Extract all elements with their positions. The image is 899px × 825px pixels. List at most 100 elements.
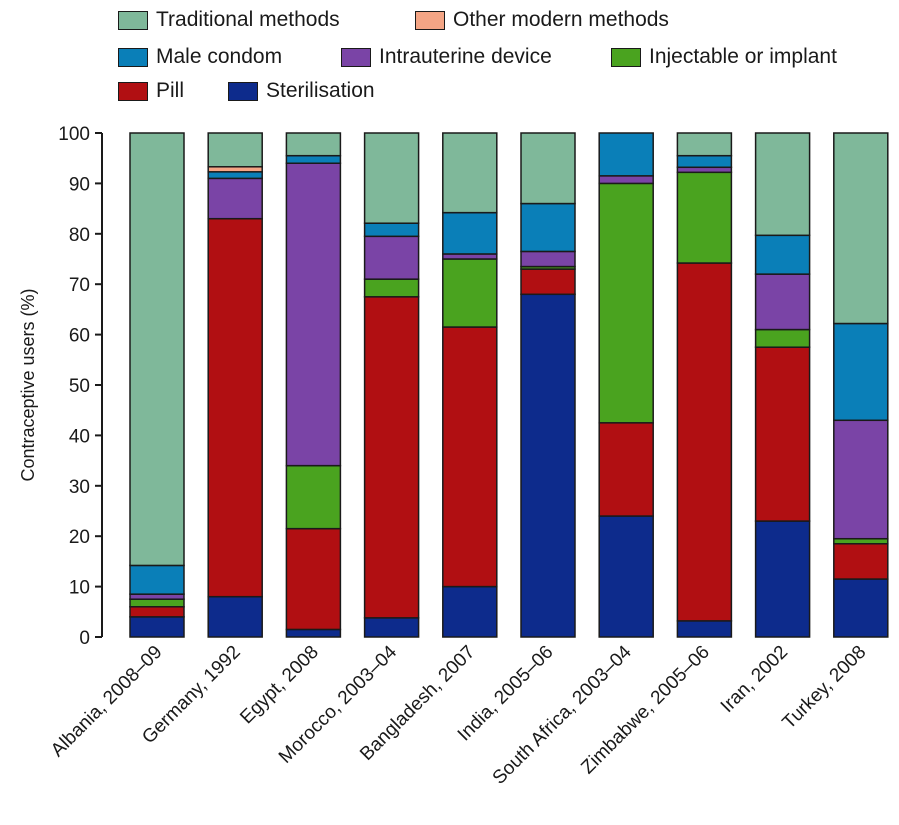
legend-label-pill: Pill	[156, 79, 185, 102]
bar-segment-traditional-7	[676, 132, 733, 157]
bar-segment-injectable-2	[285, 464, 342, 530]
y-tick-label-90: 90	[69, 174, 90, 195]
bar-segment-sterilisation-7	[676, 620, 733, 638]
bar-segment-sterilisation-4	[442, 585, 498, 638]
y-tick-label-70: 70	[69, 275, 90, 296]
legend-item-traditional: Traditional methods	[118, 8, 340, 32]
bar-segment-pill-9	[833, 543, 889, 580]
legend-item-other: Other modern methods	[415, 8, 669, 32]
bar-segment-iud-8	[754, 273, 811, 331]
bar-segment-iud-0	[129, 593, 185, 600]
bars-group	[129, 132, 889, 638]
bar-segment-pill-5	[520, 268, 576, 296]
legend-item-sterilisation: Sterilisation	[228, 79, 375, 103]
x-category-label-6: South Africa, 2003–04	[489, 641, 636, 788]
bar-segment-traditional-9	[833, 132, 889, 325]
bar-segment-injectable-7	[676, 171, 733, 264]
bar-segment-pill-2	[285, 527, 342, 631]
bar-segment-injectable-9	[833, 537, 889, 545]
bar-segment-sterilisation-6	[598, 515, 654, 638]
legend-item-pill: Pill	[118, 79, 184, 103]
bar-segment-condom-7	[676, 154, 733, 169]
x-category-label-8: Iran, 2002	[717, 642, 792, 717]
bar-segment-sterilisation-9	[833, 578, 889, 638]
bar-segment-traditional-5	[520, 132, 576, 205]
bar-segment-sterilisation-1	[207, 595, 263, 638]
bar-segment-iud-7	[676, 166, 733, 174]
legend-swatch-traditional	[118, 10, 148, 30]
legend-label-condom: Male condom	[156, 45, 283, 68]
bar-segment-sterilisation-8	[754, 520, 811, 638]
bar-segment-pill-3	[363, 296, 420, 619]
bar-segment-iud-9	[833, 419, 889, 540]
y-tick-label-10: 10	[69, 578, 90, 599]
x-category-label-2: Egypt, 2008	[236, 642, 323, 729]
y-axis-label: Contraceptive users (%)	[18, 288, 38, 481]
bar-segment-condom-5	[520, 202, 576, 253]
bar-segment-condom-3	[363, 222, 420, 238]
bar-segment-condom-1	[207, 171, 263, 180]
bar-segment-sterilisation-3	[363, 617, 420, 638]
bar-segment-iud-5	[520, 250, 576, 268]
legend-item-injectable: Injectable or implant	[611, 45, 837, 69]
bar-segment-pill-8	[754, 346, 811, 522]
y-tick-label-0: 0	[79, 628, 90, 649]
x-category-label-7: Zimbabwe, 2005–06	[577, 642, 714, 779]
legend-swatch-other	[415, 10, 445, 30]
legend-label-injectable: Injectable or implant	[649, 45, 837, 68]
bar-segment-pill-0	[129, 606, 185, 618]
bar-segment-injectable-3	[363, 278, 420, 298]
legend-swatch-iud	[341, 47, 371, 67]
legend-label-traditional: Traditional methods	[156, 8, 340, 31]
bar-segment-iud-1	[207, 177, 263, 220]
bar-segment-condom-2	[285, 154, 342, 164]
bar-segment-condom-0	[129, 564, 185, 595]
y-tick-label-30: 30	[69, 477, 90, 498]
legend-swatch-sterilisation	[228, 81, 258, 101]
bar-segment-traditional-2	[285, 132, 342, 157]
legend-swatch-condom	[118, 47, 148, 67]
y-tick-label-20: 20	[69, 527, 90, 548]
x-category-label-9: Turkey, 2008	[779, 642, 871, 734]
y-tick-label-100: 100	[58, 124, 90, 145]
bar-segment-other-1	[207, 166, 263, 173]
bar-segment-injectable-0	[129, 598, 185, 608]
bar-segment-injectable-4	[442, 258, 498, 328]
bar-segment-pill-1	[207, 217, 263, 598]
y-tick-label-60: 60	[69, 326, 90, 347]
bar-segment-iud-2	[285, 162, 342, 467]
bar-segment-sterilisation-2	[285, 628, 342, 638]
bar-segment-injectable-8	[754, 328, 811, 348]
legend-item-iud: Intrauterine device	[341, 45, 552, 69]
legend: Traditional methods Other modern methods…	[118, 8, 898, 108]
bar-segment-sterilisation-5	[520, 293, 576, 638]
bar-segment-condom-8	[754, 234, 811, 275]
bar-segment-traditional-3	[363, 132, 420, 224]
bar-segment-condom-9	[833, 322, 889, 422]
y-axis: 0 10 20 30 40 50 60 70 80 90 100	[58, 124, 103, 649]
legend-label-other: Other modern methods	[453, 8, 669, 31]
y-tick-label-80: 80	[69, 225, 90, 246]
y-tick-label-40: 40	[69, 426, 90, 447]
bar-segment-pill-4	[442, 326, 498, 588]
bar-segment-traditional-0	[129, 132, 185, 567]
legend-swatch-injectable	[611, 47, 641, 67]
bar-segment-condom-4	[442, 211, 498, 255]
y-tick-label-50: 50	[69, 376, 90, 397]
bar-segment-injectable-6	[598, 182, 654, 424]
bar-segment-iud-4	[442, 253, 498, 260]
legend-label-sterilisation: Sterilisation	[266, 79, 375, 102]
legend-swatch-pill	[118, 81, 148, 101]
bar-segment-traditional-1	[207, 132, 263, 168]
legend-label-iud: Intrauterine device	[379, 45, 552, 68]
bar-segment-iud-3	[363, 235, 420, 280]
bar-segment-traditional-4	[442, 132, 498, 214]
bar-segment-condom-6	[598, 132, 654, 177]
bar-segment-iud-6	[598, 175, 654, 185]
bar-segment-pill-7	[676, 262, 733, 622]
legend-item-condom: Male condom	[118, 45, 282, 69]
bar-segment-sterilisation-0	[129, 616, 185, 638]
bar-segment-pill-6	[598, 422, 654, 517]
